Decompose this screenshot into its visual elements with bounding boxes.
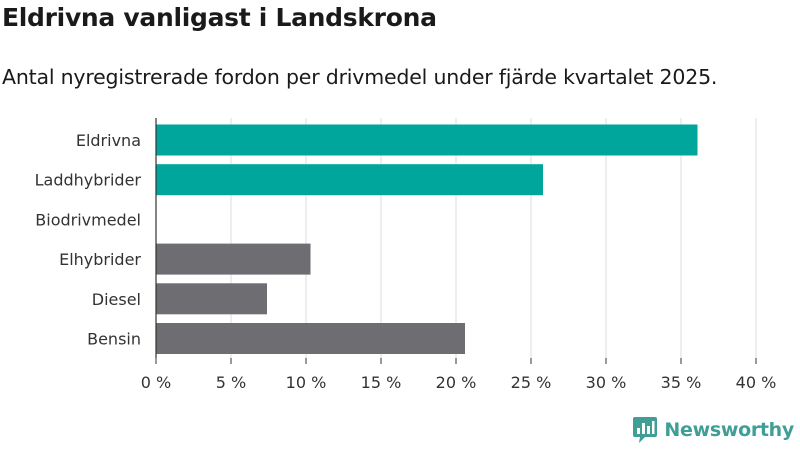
x-tick-label: 25 % [511,373,552,392]
x-tick-label: 5 % [216,373,246,392]
category-label: Diesel [92,290,141,309]
chart-title: Eldrivna vanligast i Landskrona [2,3,437,32]
category-label: Eldrivna [76,131,141,150]
bar [156,323,465,354]
bar [156,164,543,196]
category-label: Elhybrider [59,250,141,269]
chart-subtitle: Antal nyregistrerade fordon per drivmede… [2,65,718,89]
x-tick-label: 30 % [586,373,627,392]
x-tick-label: 0 % [141,373,171,392]
category-labels: Eldrivna Laddhybrider Biodrivmedel Elhybrid… [35,131,142,349]
x-tick-label: 20 % [436,373,477,392]
category-label: Laddhybrider [35,171,142,190]
x-tick-labels: 0 % 5 % 10 % 15 % 20 % 25 % 30 % 35 % 40 % [141,358,777,392]
x-tick-label: 10 % [286,373,327,392]
bars [156,124,698,354]
brand-name: Newsworthy [664,419,794,441]
grid-lines [230,118,757,358]
bar [156,124,698,156]
bar [156,243,311,275]
x-tick-label: 35 % [661,373,702,392]
newsworthy-logo: Newsworthy [632,415,794,445]
bar-chart-bubble-icon [633,417,658,443]
x-tick-label: 15 % [361,373,402,392]
category-label: Biodrivmedel [35,210,141,229]
x-tick-label: 40 % [736,373,777,392]
category-label: Bensin [87,330,141,349]
bar [156,283,267,315]
